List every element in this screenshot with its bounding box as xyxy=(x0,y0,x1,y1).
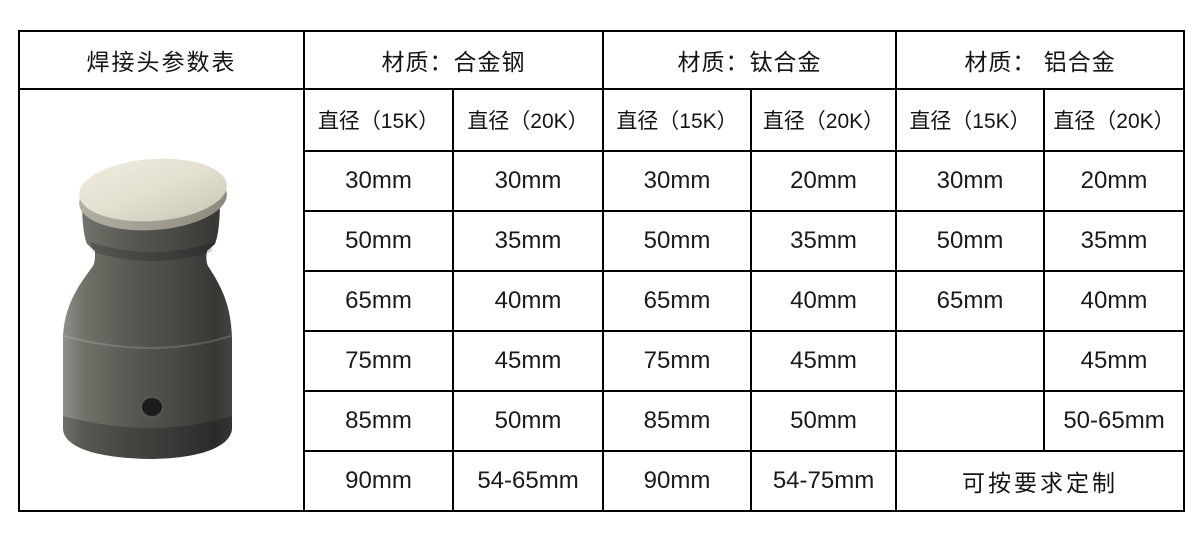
cell-value: 75mm xyxy=(303,330,454,392)
cell-value: 45mm xyxy=(452,330,604,392)
cell-value: 50mm xyxy=(750,389,897,452)
cell-value: 45mm xyxy=(1042,330,1186,392)
cell-value: 50-65mm xyxy=(1042,389,1186,452)
cell-value: 85mm xyxy=(303,389,454,452)
cell-value: 20mm xyxy=(750,150,897,213)
table-row: 85mm 50mm 85mm 50mm 50-65mm xyxy=(19,389,1186,452)
cell-value: 30mm xyxy=(602,150,752,213)
table-row: 75mm 45mm 75mm 45mm 45mm xyxy=(19,330,1186,392)
table-row: 50mm 35mm 50mm 35mm 50mm 35mm xyxy=(19,210,1186,273)
cell-value: 40mm xyxy=(1042,270,1186,332)
diameter-header-titanium-15k: 直径（15K） xyxy=(602,87,752,153)
cell-value: 30mm xyxy=(452,150,604,213)
cell-value: 35mm xyxy=(1042,210,1186,273)
cell-value: 54-75mm xyxy=(750,449,897,513)
table-row: 90mm 54-65mm 90mm 54-75mm 可按要求定制 xyxy=(19,449,1186,513)
diameter-header-aluminum-20k: 直径（20K） xyxy=(1042,87,1186,153)
cell-value: 65mm xyxy=(895,270,1045,332)
table-row: 30mm 30mm 30mm 20mm 30mm 20mm xyxy=(19,150,1186,213)
cell-value: 85mm xyxy=(602,389,752,452)
table-row: 65mm 40mm 65mm 40mm 65mm 40mm xyxy=(19,270,1186,332)
material-header-alloy-steel: 材质：合金钢 xyxy=(303,30,604,90)
product-photo-cell xyxy=(18,88,305,512)
cell-value: 35mm xyxy=(750,210,897,273)
cell-value: 40mm xyxy=(750,270,897,332)
welding-horn-photo xyxy=(63,158,232,459)
parameter-table: 焊接头参数表 材质：合金钢 材质：钛合金 材质： 铝合金 xyxy=(18,30,1186,513)
diameter-header-steel-20k: 直径（20K） xyxy=(452,87,604,153)
cell-value-empty xyxy=(895,330,1045,392)
cell-value: 35mm xyxy=(452,210,604,273)
diameter-header-aluminum-15k: 直径（15K） xyxy=(895,87,1045,153)
cell-value: 50mm xyxy=(303,210,454,273)
custom-order-note: 可按要求定制 xyxy=(894,449,1186,513)
diameter-header-steel-15k: 直径（15K） xyxy=(303,87,454,153)
cell-value: 75mm xyxy=(602,330,752,392)
cell-value: 30mm xyxy=(303,150,454,213)
cell-value: 20mm xyxy=(1042,150,1186,213)
cell-value: 50mm xyxy=(452,389,604,452)
cell-value: 45mm xyxy=(750,330,897,392)
cell-value: 54-65mm xyxy=(452,449,604,513)
diameter-header-titanium-20k: 直径（20K） xyxy=(750,87,897,153)
cell-value: 65mm xyxy=(303,270,454,332)
table-title: 焊接头参数表 xyxy=(18,30,305,90)
cell-value: 50mm xyxy=(602,210,752,273)
cell-value: 50mm xyxy=(895,210,1045,273)
material-header-aluminum-alloy: 材质： 铝合金 xyxy=(894,30,1186,90)
material-header-titanium-alloy: 材质：钛合金 xyxy=(602,30,897,90)
cell-value: 90mm xyxy=(602,449,752,513)
cell-value: 30mm xyxy=(895,150,1045,213)
cell-value: 65mm xyxy=(602,270,752,332)
cell-value: 40mm xyxy=(452,270,604,332)
cell-value-empty xyxy=(895,389,1045,452)
cell-value: 90mm xyxy=(303,449,454,513)
